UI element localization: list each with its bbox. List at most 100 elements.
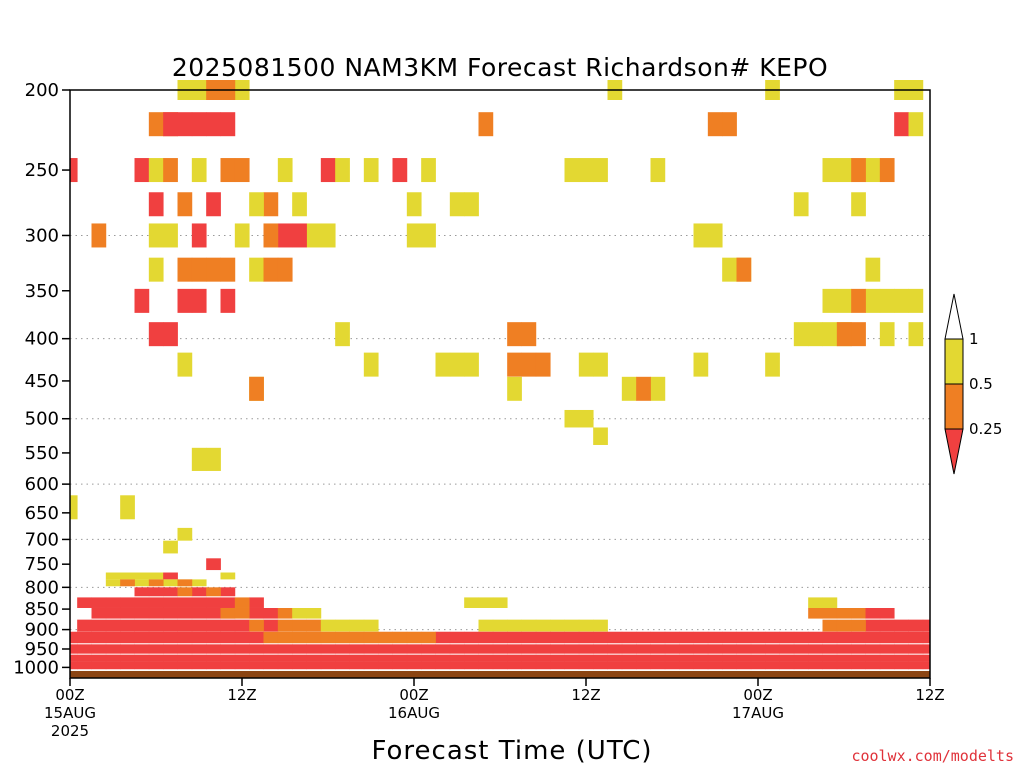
y-tick-label: 650 bbox=[25, 503, 59, 524]
heatmap-cell bbox=[120, 619, 135, 632]
heatmap-cell bbox=[664, 631, 680, 644]
heatmap-cell bbox=[363, 158, 379, 183]
heatmap-cell bbox=[320, 223, 336, 248]
heatmap-cell bbox=[607, 631, 623, 644]
heatmap-cell bbox=[836, 619, 852, 632]
heatmap-cell bbox=[765, 654, 780, 662]
heatmap-cell bbox=[191, 257, 207, 282]
heatmap-cell bbox=[191, 223, 207, 248]
heatmap-cell bbox=[478, 644, 494, 654]
heatmap-cell bbox=[234, 158, 250, 183]
heatmap-cell bbox=[736, 257, 752, 282]
heatmap-cell bbox=[535, 352, 551, 377]
heatmap-cell bbox=[220, 654, 236, 662]
heatmap-cell bbox=[865, 631, 881, 644]
heatmap-cell bbox=[650, 644, 666, 654]
heatmap-cell bbox=[507, 376, 522, 401]
heatmap-cell bbox=[879, 644, 895, 654]
heatmap-cell bbox=[249, 661, 264, 670]
heatmap-cell bbox=[120, 608, 135, 619]
heatmap-cell bbox=[263, 223, 279, 248]
heatmap-cell bbox=[234, 654, 250, 662]
heatmap-cell bbox=[163, 631, 178, 644]
heatmap-cell bbox=[908, 631, 924, 644]
heatmap-cell bbox=[521, 322, 537, 347]
heatmap-cell bbox=[865, 661, 881, 670]
heatmap-cell bbox=[535, 661, 551, 670]
credit-text: coolwx.com/modelts bbox=[851, 747, 1014, 765]
heatmap-cell bbox=[220, 631, 236, 644]
colorbar-top-arrow bbox=[944, 293, 964, 340]
heatmap-cell bbox=[750, 661, 766, 670]
heatmap-cell bbox=[564, 158, 580, 183]
heatmap-cell bbox=[134, 654, 150, 662]
heatmap-cell bbox=[91, 223, 107, 248]
heatmap-cell bbox=[249, 654, 264, 662]
heatmap-cell bbox=[449, 352, 465, 377]
heatmap-cell bbox=[722, 112, 737, 137]
heatmap-cell bbox=[650, 661, 666, 670]
heatmap-cell bbox=[363, 644, 379, 654]
heatmap-cell bbox=[793, 192, 809, 217]
heatmap-cell bbox=[507, 654, 522, 662]
heatmap-cell bbox=[851, 158, 866, 183]
x-tick-label: 15AUG bbox=[44, 704, 96, 722]
heatmap-cell bbox=[865, 257, 881, 282]
heatmap-cell bbox=[693, 352, 709, 377]
heatmap-cell bbox=[908, 661, 924, 670]
heatmap-cell bbox=[163, 223, 178, 248]
heatmap-cell bbox=[105, 579, 121, 587]
x-tick-label: 00Z bbox=[743, 686, 772, 704]
heatmap-cell bbox=[148, 608, 164, 619]
y-tick-label: 850 bbox=[25, 599, 59, 620]
heatmap-cell bbox=[234, 644, 250, 654]
heatmap-cell bbox=[320, 661, 336, 670]
heatmap-cell bbox=[679, 661, 694, 670]
heatmap-cell bbox=[148, 631, 164, 644]
heatmap-cell bbox=[908, 644, 924, 654]
heatmap-cell bbox=[206, 654, 221, 662]
heatmap-cell bbox=[765, 352, 780, 377]
heatmap-cell bbox=[134, 661, 150, 670]
heatmap-cell bbox=[263, 654, 279, 662]
heatmap-cell bbox=[607, 644, 623, 654]
heatmap-cell bbox=[650, 654, 666, 662]
heatmap-cell bbox=[77, 654, 92, 662]
heatmap-cell bbox=[292, 192, 307, 217]
heatmap-cell bbox=[292, 223, 307, 248]
heatmap-cell bbox=[449, 661, 465, 670]
heatmap-cell bbox=[206, 619, 221, 632]
heatmap-cell bbox=[77, 631, 92, 644]
heatmap-cell bbox=[234, 608, 250, 619]
heatmap-cell bbox=[134, 597, 150, 608]
heatmap-cell bbox=[120, 654, 135, 662]
heatmap-cell bbox=[220, 587, 236, 597]
heatmap-cell bbox=[177, 587, 193, 597]
heatmap-cell bbox=[564, 644, 580, 654]
heatmap-cell bbox=[220, 112, 236, 137]
heatmap-cell bbox=[220, 619, 236, 632]
heatmap-cell bbox=[335, 619, 350, 632]
heatmap-cell bbox=[91, 597, 107, 608]
heatmap-cell bbox=[707, 644, 723, 654]
heatmap-cell bbox=[191, 112, 207, 137]
heatmap-cell bbox=[335, 631, 350, 644]
heatmap-cell bbox=[277, 661, 293, 670]
heatmap-cell bbox=[808, 644, 823, 654]
heatmap-cell bbox=[521, 661, 537, 670]
heatmap-cell bbox=[148, 257, 164, 282]
heatmap-cell bbox=[406, 223, 422, 248]
heatmap-cell bbox=[836, 608, 852, 619]
heatmap-cell bbox=[894, 644, 909, 654]
heatmap-cell bbox=[894, 112, 909, 137]
ground-band bbox=[70, 670, 930, 678]
heatmap-cell bbox=[277, 158, 293, 183]
heatmap-cell bbox=[578, 644, 594, 654]
heatmap-cell bbox=[722, 631, 737, 644]
heatmap-cell bbox=[105, 619, 121, 632]
heatmap-cell bbox=[851, 608, 866, 619]
heatmap-cell bbox=[77, 597, 92, 608]
y-tick-label: 700 bbox=[25, 529, 59, 550]
heatmap-cell bbox=[679, 644, 694, 654]
heatmap-cell bbox=[922, 661, 931, 670]
